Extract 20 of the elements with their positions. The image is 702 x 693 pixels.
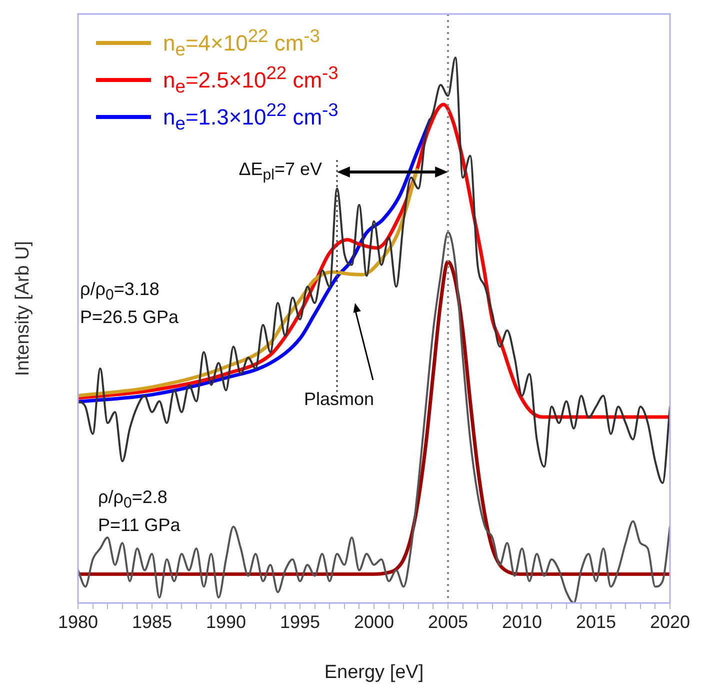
legend-label: n$_{e}$=2.5×10$^{22}$ cm$^{-3}$ (163, 62, 338, 98)
annotation: ΔE$_{pl}$=7 eV (238, 158, 322, 186)
annotation: ρ/ρ$_{0}$=2.8 (98, 486, 168, 514)
x-tick-label: 2000 (354, 612, 394, 632)
annotation: P=26.5 GPa (80, 306, 179, 328)
x-axis-title: Energy [eV] (324, 662, 424, 683)
y-axis-title: Intensity [Arb U] (12, 240, 34, 376)
x-tick-label: 2015 (576, 612, 616, 632)
annotation: P=11 GPa (98, 514, 180, 536)
annotation: ρ/ρ$_{0}$=3.18 (80, 278, 160, 306)
legend-label: n$_{e}$=4×10$^{22}$ cm$^{-3}$ (163, 24, 320, 60)
x-tick-label: 1980 (58, 612, 98, 632)
x-tick-label: 2020 (650, 612, 690, 632)
x-tick-label: 1985 (132, 612, 172, 632)
x-tick-label: 1995 (280, 612, 320, 632)
annotation: Plasmon (304, 388, 374, 410)
x-tick-label: 2010 (502, 612, 542, 632)
legend-label: n$_{e}$=1.3×10$^{22}$ cm$^{-3}$ (163, 98, 338, 134)
x-tick-label: 2005 (428, 612, 468, 632)
x-tick-label: 1990 (206, 612, 246, 632)
